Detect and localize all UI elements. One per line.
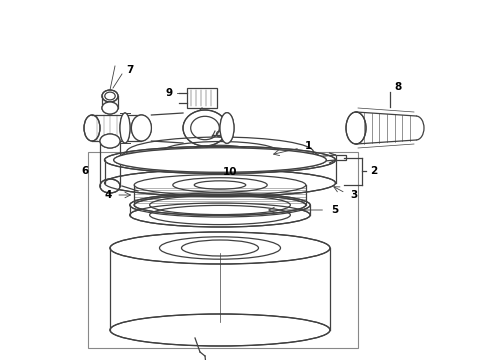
Ellipse shape <box>130 203 310 227</box>
Bar <box>88 152 358 348</box>
Text: 9: 9 <box>166 88 172 98</box>
Ellipse shape <box>120 113 130 143</box>
Ellipse shape <box>346 112 366 144</box>
Text: 6: 6 <box>81 166 89 176</box>
Text: 10: 10 <box>223 167 237 177</box>
Text: 5: 5 <box>332 205 339 215</box>
Ellipse shape <box>183 110 227 146</box>
Ellipse shape <box>130 193 310 217</box>
Ellipse shape <box>104 170 336 197</box>
Ellipse shape <box>110 232 330 264</box>
Ellipse shape <box>102 90 118 102</box>
Ellipse shape <box>131 115 151 141</box>
Ellipse shape <box>220 113 234 143</box>
Bar <box>336 155 345 160</box>
Ellipse shape <box>102 102 118 114</box>
Text: 8: 8 <box>394 82 402 92</box>
Ellipse shape <box>134 175 306 195</box>
Ellipse shape <box>104 147 336 174</box>
Text: 7: 7 <box>126 65 134 75</box>
Ellipse shape <box>100 179 120 193</box>
Text: 2: 2 <box>370 166 377 176</box>
Text: 1: 1 <box>304 141 312 151</box>
Ellipse shape <box>100 134 120 148</box>
Ellipse shape <box>84 115 100 141</box>
Bar <box>187 88 217 108</box>
Bar <box>198 150 222 164</box>
Ellipse shape <box>114 148 326 172</box>
Ellipse shape <box>110 314 330 346</box>
Text: 3: 3 <box>350 190 357 200</box>
Text: 4: 4 <box>104 190 112 200</box>
Ellipse shape <box>134 195 306 215</box>
